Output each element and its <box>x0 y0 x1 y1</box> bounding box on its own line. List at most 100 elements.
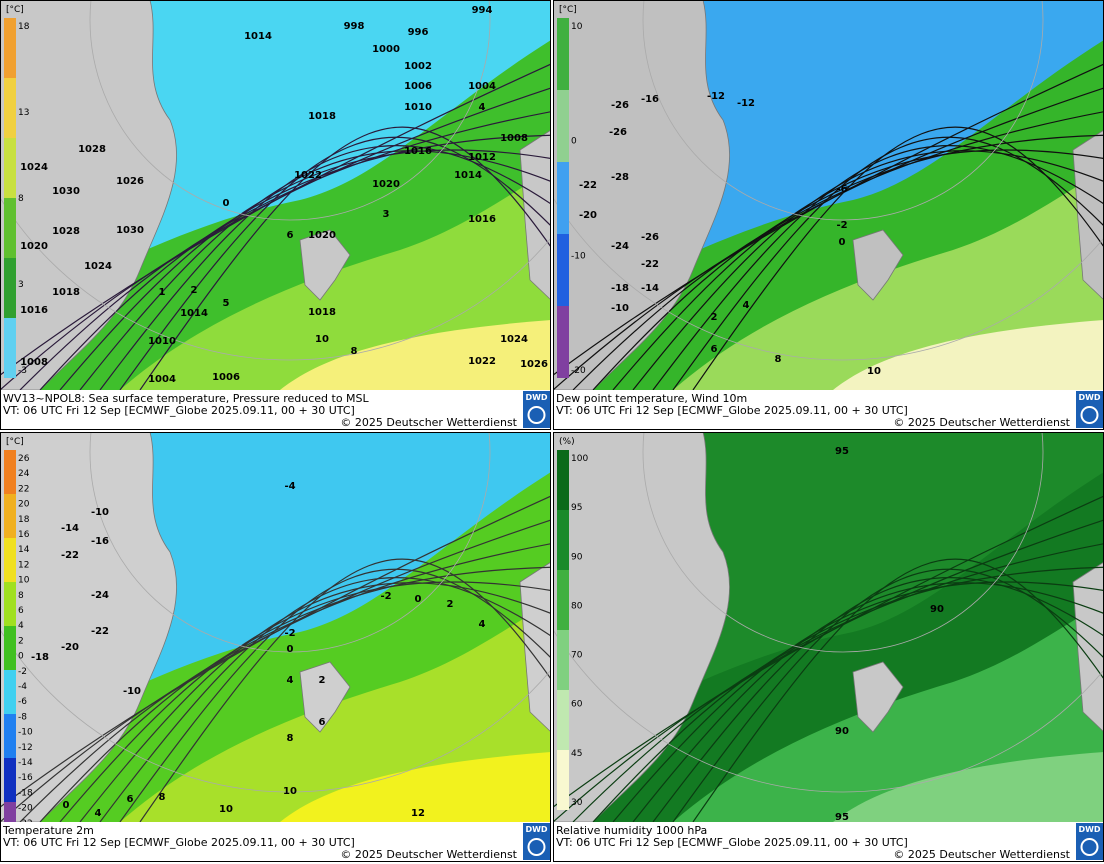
contour-label: -20 <box>61 642 79 653</box>
dwd-logo <box>523 391 550 428</box>
contour-line <box>553 63 1104 376</box>
legend-label: -6 <box>18 697 27 707</box>
contour-label: -10 <box>91 507 109 518</box>
legend-swatch <box>557 306 569 378</box>
contour-label: 1014 <box>180 308 208 319</box>
legend-swatch <box>4 258 16 318</box>
dwd-logo-swirl <box>1080 838 1099 856</box>
caption-valid-time: VT: 06 UTC Fri 12 Sep [ECMWF_Globe 2025.… <box>3 404 355 417</box>
grid-circle <box>553 628 1104 793</box>
grid-circle <box>89 432 491 653</box>
contour-label: 2 <box>711 312 718 323</box>
legend-swatch <box>557 90 569 162</box>
caption-copyright: © 2025 Deutscher Wetterdienst <box>340 848 517 861</box>
dwd-logo-text: DWD <box>525 825 547 834</box>
contour-label: 1006 <box>404 81 432 92</box>
contour-label: 998 <box>344 21 365 32</box>
contour-label: -2 <box>380 591 391 602</box>
legend-label: -8 <box>18 712 27 722</box>
contour-label: 1018 <box>52 287 80 298</box>
warm-zone <box>280 752 551 822</box>
contour-label: 8 <box>287 733 294 744</box>
legend-label: -20 <box>18 804 33 814</box>
contour-label: 1020 <box>372 179 400 190</box>
dwd-logo-swirl <box>1080 406 1099 424</box>
contour-label: 1016 <box>468 214 496 225</box>
legend-swatch <box>4 714 16 758</box>
legend-label: 8 <box>18 591 24 601</box>
legend-swatch <box>557 750 569 810</box>
contour-label: 1026 <box>116 176 144 187</box>
contour-label: 1026 <box>520 359 548 370</box>
contour-label: 4 <box>743 300 750 311</box>
contour-label: 1018 <box>308 307 336 318</box>
contour-line <box>632 582 1104 822</box>
contour-label: 1022 <box>468 356 496 367</box>
contour-label: 1022 <box>294 170 322 181</box>
contour-label: 1008 <box>20 357 48 368</box>
contour-label: 8 <box>159 792 166 803</box>
legend-label: 60 <box>571 700 583 710</box>
panel: -26-26-28-22-20-24-26-22-18 -14-10-12-12-… <box>553 0 1104 430</box>
caption-valid-time: VT: 06 UTC Fri 12 Sep [ECMWF_Globe 2025.… <box>556 836 908 849</box>
contour-label: -22 <box>91 626 109 637</box>
contour-label: 1028 <box>52 226 80 237</box>
contour-label: 1010 <box>404 102 432 113</box>
contour-label: -12 <box>737 98 755 109</box>
contour-label: 1024 <box>20 162 48 173</box>
legend-label: 22 <box>18 484 29 494</box>
caption-bg <box>0 390 551 430</box>
contour-label: 1008 <box>500 133 528 144</box>
caption-valid-time: VT: 06 UTC Fri 12 Sep [ECMWF_Globe 2025.… <box>556 404 908 417</box>
contour-label: -26 <box>609 127 627 138</box>
caption-copyright: © 2025 Deutscher Wetterdienst <box>893 848 1070 861</box>
legend-unit: (%) <box>559 437 575 447</box>
legend-label: 26 <box>18 454 30 464</box>
panel-border <box>0 432 551 862</box>
contour-label: -26 <box>641 232 659 243</box>
legend-label: 16 <box>18 530 30 540</box>
legend-swatch <box>557 450 569 510</box>
warm-zone <box>833 320 1104 390</box>
grid-circle <box>642 432 1044 653</box>
panel: -4-10-14-16-22-24-22-20-18-10-2-200 24246… <box>0 432 551 862</box>
legend-label: 20 <box>18 500 30 510</box>
legend-swatch <box>557 510 569 570</box>
legend-swatch <box>557 630 569 690</box>
contour-label: 4 <box>287 675 294 686</box>
contour-label: 1004 <box>468 81 496 92</box>
contour-label: -16 <box>641 94 659 105</box>
contour-label: 90 <box>835 726 849 737</box>
contour-label: 1014 <box>454 170 482 181</box>
contour-label: 6 <box>711 344 718 355</box>
legend-swatch <box>4 670 16 714</box>
contour-label: 996 <box>408 27 429 38</box>
contour-label: 8 <box>351 346 358 357</box>
contour-label: 1020 <box>20 241 48 252</box>
contour-line <box>632 150 1104 390</box>
contour-label: 0 <box>287 644 294 655</box>
contour-label: 1000 <box>372 44 400 55</box>
contour-label: -10 <box>123 686 141 697</box>
legend-label: 8 <box>18 194 24 204</box>
contour-label: 4 <box>95 808 102 819</box>
contour-label: 4 <box>479 102 486 113</box>
contour-label: -10 <box>611 303 629 314</box>
contour-label: 3 <box>383 209 390 220</box>
legend-label: -12 <box>18 743 33 753</box>
contour-label: -18 <box>31 652 49 663</box>
contour-label: 95 <box>835 812 849 823</box>
legend-label: 24 <box>18 469 30 479</box>
dwd-logo <box>523 823 550 860</box>
contour-line <box>0 495 551 808</box>
contour-line <box>0 63 551 376</box>
contour-label: 1016 <box>404 146 432 157</box>
contour-label: 5 <box>223 298 230 309</box>
legend-label: -4 <box>18 682 27 692</box>
contour-label: -18 <box>611 283 629 294</box>
contour-label: 1002 <box>404 61 432 72</box>
greenland <box>553 0 730 390</box>
contour-label: -16 <box>91 536 109 547</box>
contour-label: 10 <box>315 334 329 345</box>
